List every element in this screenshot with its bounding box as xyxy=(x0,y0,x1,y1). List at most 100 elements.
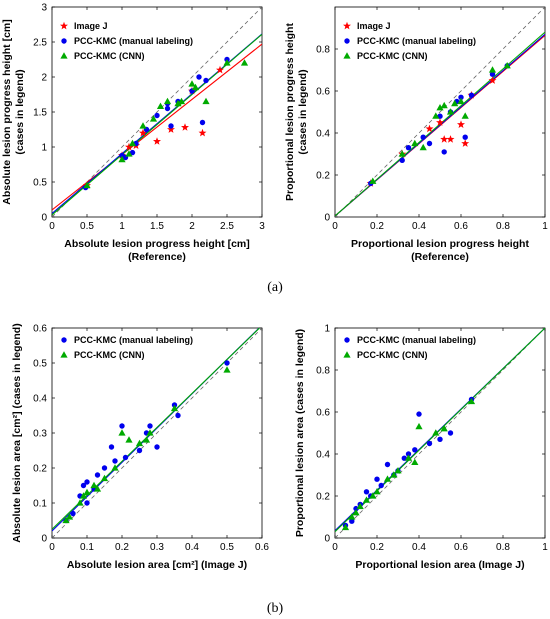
data-point-triangle xyxy=(404,454,413,461)
y-tick-label: 0.8 xyxy=(316,366,330,377)
data-point-triangle xyxy=(146,429,154,436)
y-tick-label: 0 xyxy=(324,213,330,224)
data-point-triangle xyxy=(451,99,459,107)
y-tick-label: 0 xyxy=(324,534,330,545)
legend-label: Image J xyxy=(74,21,108,31)
data-point-triangle xyxy=(390,471,398,478)
data-point-circle xyxy=(405,145,412,151)
data-point-circle xyxy=(154,112,160,119)
data-point-triangle xyxy=(174,99,182,107)
data-point-triangle xyxy=(373,488,381,495)
x-axis-label: (Reference) xyxy=(411,251,469,263)
data-point-circle xyxy=(489,71,496,77)
data-point-triangle xyxy=(118,155,126,163)
data-point-circle xyxy=(108,444,115,450)
y-tick-label: 0.8 xyxy=(316,45,330,56)
y-tick-label: 0.4 xyxy=(316,450,330,461)
data-point-triangle xyxy=(223,59,231,66)
data-point-triangle xyxy=(432,429,440,436)
x-axis-label: (Reference) xyxy=(128,251,186,263)
data-point-star xyxy=(216,65,224,74)
x-tick-label: 2 xyxy=(189,221,195,232)
data-point-triangle xyxy=(76,499,84,506)
data-point-triangle xyxy=(62,516,70,524)
data-point-triangle xyxy=(348,513,356,520)
data-point-triangle xyxy=(65,513,74,520)
fit-line-triangle xyxy=(52,328,261,530)
y-tick-label: 0.4 xyxy=(33,394,47,405)
data-point-circle xyxy=(84,479,90,485)
x-tick-label: 1 xyxy=(119,221,125,232)
data-point-triangle xyxy=(170,404,179,412)
data-point-circle xyxy=(374,476,380,482)
data-point-star xyxy=(488,76,497,84)
data-point-star xyxy=(436,118,444,126)
data-point-star xyxy=(125,142,133,151)
x-tick-label: 0 xyxy=(49,542,55,553)
data-point-circle xyxy=(196,74,202,80)
y-tick-label: 1 xyxy=(324,324,330,335)
data-point-star xyxy=(167,125,175,133)
data-point-triangle xyxy=(223,366,231,373)
chart-1: 0 0.5 1 1.5 2 2.5 3 0 0.5 1 1.5 2 2.5 3 Absolute lesio… xyxy=(1,3,265,264)
x-tick-label: 0.4 xyxy=(412,221,426,232)
y-tick-label: 0.5 xyxy=(33,178,47,189)
x-tick-label: 0.8 xyxy=(496,221,510,232)
data-point-triangle xyxy=(125,436,133,443)
legend-label: Image J xyxy=(357,21,391,31)
data-point-circle xyxy=(203,77,209,84)
data-point-triangle xyxy=(352,509,360,516)
data-point-star xyxy=(139,128,147,137)
data-point-triangle xyxy=(446,108,455,115)
x-tick-label: 0 xyxy=(49,221,55,232)
y-tick-label: 0.6 xyxy=(33,324,47,335)
data-point-star xyxy=(446,135,455,143)
x-axis-label: Absolute lesion area [cm²] (Image J) xyxy=(67,559,247,571)
data-point-triangle xyxy=(467,397,476,405)
data-point-triangle xyxy=(163,97,172,105)
legend-marker-circle xyxy=(61,337,67,343)
data-point-triangle xyxy=(135,439,144,447)
x-tick-label: 0.2 xyxy=(370,542,384,553)
data-point-triangle xyxy=(503,62,511,69)
data-point-triangle xyxy=(177,97,186,105)
chart-3: 0 0.1 0.2 0.3 0.4 0.5 0.6 0 0.1 0.2 0.3 0.4 0.5 0.6 Ab… xyxy=(11,323,269,571)
data-point-triangle xyxy=(488,66,497,73)
y-tick-label: 0.2 xyxy=(33,464,47,475)
x-tick-label: 0.3 xyxy=(150,542,164,553)
legend-label: PCC-KMC (CNN) xyxy=(357,51,428,61)
data-point-circle xyxy=(458,94,464,101)
data-point-triangle xyxy=(415,422,423,430)
data-point-star xyxy=(181,123,189,131)
legend-marker-circle xyxy=(344,38,350,44)
x-tick-label: 0 xyxy=(332,542,338,553)
x-tick-label: 0.6 xyxy=(454,542,468,553)
data-point-triangle xyxy=(419,143,427,151)
data-point-triangle xyxy=(356,502,364,510)
y-tick-label: 3 xyxy=(41,3,47,14)
y-axis-label: Proportional lesion area (cases in legen… xyxy=(294,329,306,537)
data-point-circle xyxy=(101,465,108,471)
data-point-circle xyxy=(468,92,475,98)
legend-label: PCC-KMC (manual labeling) xyxy=(357,36,476,46)
data-point-circle xyxy=(199,119,206,126)
y-axis-label: Proportional lesion progress height xyxy=(284,23,296,201)
x-tick-label: 1 xyxy=(542,221,548,232)
data-point-circle xyxy=(399,157,405,163)
x-tick-label: 0.8 xyxy=(496,542,510,553)
data-point-circle xyxy=(405,451,412,457)
data-point-circle xyxy=(154,444,160,450)
data-point-circle xyxy=(70,510,76,517)
data-point-triangle xyxy=(188,80,196,87)
data-point-triangle xyxy=(111,464,119,471)
data-point-circle xyxy=(447,430,454,436)
data-point-star xyxy=(198,128,207,137)
data-point-triangle xyxy=(411,139,419,147)
data-point-triangle xyxy=(79,492,88,499)
x-tick-label: 0.2 xyxy=(115,542,129,553)
data-point-triangle xyxy=(362,496,371,503)
x-tick-label: 0.4 xyxy=(412,542,426,553)
y-axis-label: Absolute lesion progress height [cm] xyxy=(1,19,13,205)
chart-4: 0 0.2 0.4 0.6 0.8 1 0 0.2 0.4 0.6 0.8 1 Proportional… xyxy=(294,324,548,572)
y-tick-label: 0.2 xyxy=(316,492,330,503)
